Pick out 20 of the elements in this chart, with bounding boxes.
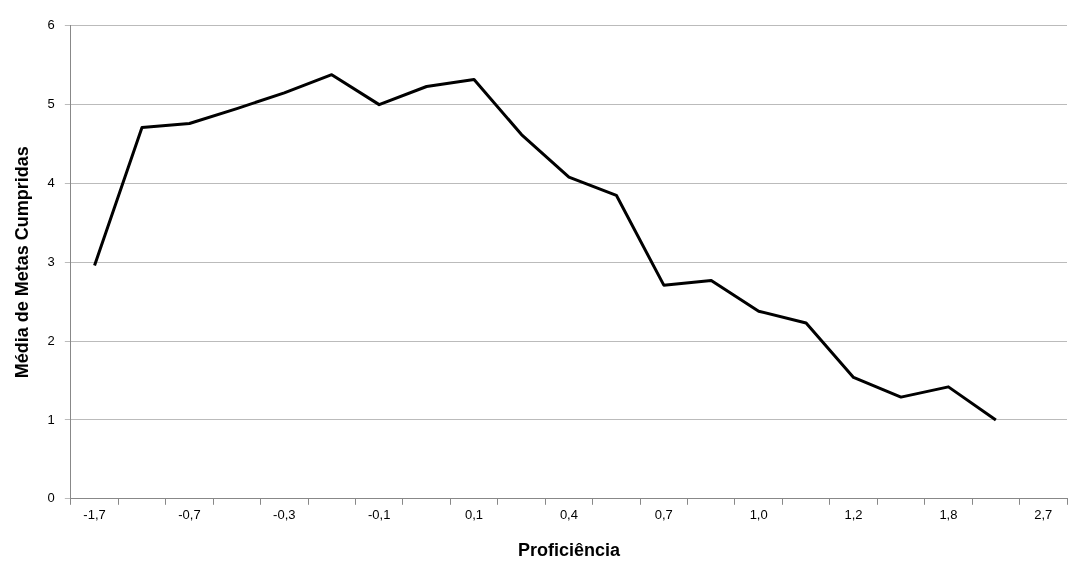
x-tick-label: 1,2 [844, 507, 863, 523]
y-tick-label: 3 [47, 253, 55, 269]
x-tick-label: -0,7 [178, 507, 201, 523]
y-tick-label: 1 [47, 411, 55, 427]
y-tick-label: 2 [47, 332, 55, 348]
x-tick-label: 2,7 [1034, 507, 1053, 523]
x-tick-label: 0,7 [654, 507, 673, 523]
x-tick-label: 1,0 [749, 507, 768, 523]
y-tick-label: 4 [47, 175, 55, 191]
y-tick-label: 5 [47, 96, 55, 112]
x-tick-label: -0,3 [273, 507, 296, 523]
x-tick-label: 0,4 [559, 507, 578, 523]
x-tick-label: -0,1 [367, 507, 391, 523]
x-axis-title: Proficiência [517, 540, 621, 561]
y-tick-label: 0 [47, 490, 55, 506]
y-tick-label: 6 [47, 17, 55, 33]
x-tick-label: 1,8 [939, 507, 958, 523]
x-tick-label: -1,7 [83, 507, 106, 523]
x-tick-label: 0,1 [465, 507, 484, 523]
y-axis-title: Média de Metas Cumpridas [11, 146, 32, 379]
